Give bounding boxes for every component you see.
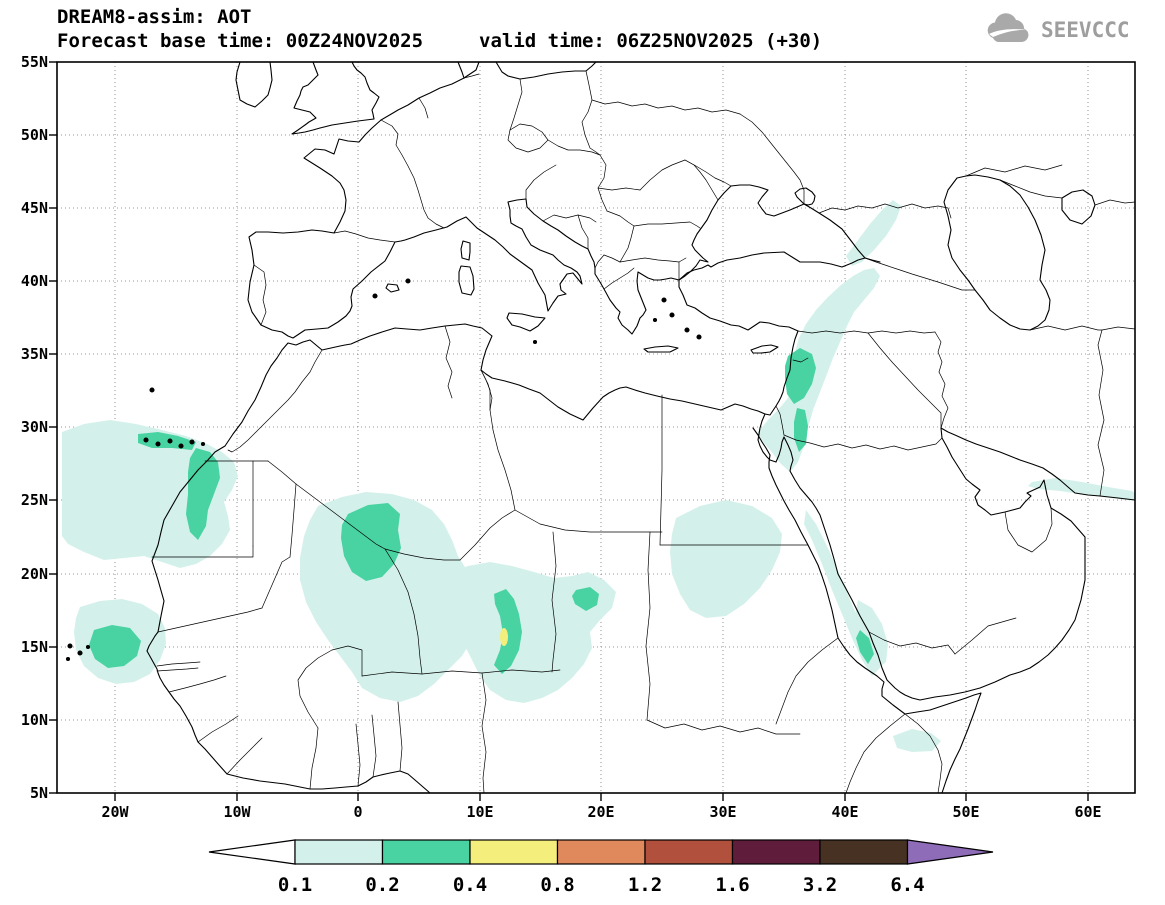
- lat-tick-label: 45N: [21, 199, 48, 217]
- cloud-icon: [987, 13, 1029, 42]
- lon-tick-label: 40E: [831, 803, 858, 821]
- lon-tick-label: 50E: [952, 803, 979, 821]
- valid-time: valid time: 06Z25NOV2025 (+30): [479, 30, 823, 52]
- lon-tick-label: 20W: [101, 803, 129, 821]
- seevccc-logo: SEEVCCC: [983, 12, 1151, 48]
- lat-tick-label: 25N: [21, 491, 48, 509]
- lon-tick-label: 0: [353, 803, 362, 821]
- lat-axis: 55N 50N 45N 40N 35N 30N 25N 20N 15N 10N …: [21, 53, 48, 802]
- lat-tick-label: 55N: [21, 53, 48, 71]
- lon-tick-label: 30E: [709, 803, 736, 821]
- colorbar-segment: [731, 839, 821, 865]
- grid-lines: [57, 62, 1135, 793]
- colorbar-segment: [469, 839, 559, 865]
- map-frame: [56, 61, 1136, 794]
- colorbar-label: 0.8: [540, 874, 574, 896]
- forecast-map: 55N 50N 45N 40N 35N 30N 25N 20N 15N 10N …: [21, 53, 1136, 821]
- lon-tick-label: 60E: [1074, 803, 1101, 821]
- aot-shading-light: [62, 200, 1135, 752]
- lon-tick-label: 20E: [587, 803, 614, 821]
- colorbar-segment: [819, 839, 909, 865]
- lat-tick-label: 10N: [21, 711, 48, 729]
- colorbar-left-arrow: [208, 839, 296, 865]
- aot-shading-high: [500, 628, 508, 646]
- lat-tick-label: 5N: [30, 784, 48, 802]
- colorbar-label: 1.6: [715, 874, 749, 896]
- logo-text: SEEVCCC: [1041, 18, 1130, 42]
- lon-tick-label: 10E: [466, 803, 493, 821]
- lat-tick-label: 50N: [21, 126, 48, 144]
- aot-shading-mid: [89, 348, 874, 674]
- page-title: DREAM8-assim: AOT: [57, 6, 252, 28]
- logo-text-label: SEEVCCC: [1041, 18, 1130, 42]
- lon-axis: 20W 10W 0 10E 20E 30E 40E 50E 60E: [101, 803, 1101, 821]
- colorbar-label: 0.2: [365, 874, 399, 896]
- lat-tick-label: 30N: [21, 418, 48, 436]
- colorbar-segment: [644, 839, 734, 865]
- colorbar-segment: [381, 839, 471, 865]
- lat-tick-label: 40N: [21, 272, 48, 290]
- lat-tick-label: 20N: [21, 565, 48, 583]
- colorbar: 0.1 0.2 0.4 0.8 1.2 1.6 3.2 6.4: [208, 839, 994, 896]
- country-borders: [151, 70, 1136, 794]
- colorbar-segment: [294, 839, 384, 865]
- lat-tick-label: 35N: [21, 345, 48, 363]
- lon-tick-label: 10W: [223, 803, 251, 821]
- colorbar-right-arrow: [906, 839, 994, 865]
- colorbar-label: 0.4: [453, 874, 487, 896]
- lat-tick-label: 15N: [21, 638, 48, 656]
- colorbar-segment: [556, 839, 646, 865]
- colorbar-label: 0.1: [278, 874, 312, 896]
- coastlines: [65, 61, 1136, 794]
- forecast-base-time: Forecast base time: 00Z24NOV2025: [57, 30, 424, 52]
- colorbar-label: 6.4: [890, 874, 924, 896]
- colorbar-label: 3.2: [803, 874, 837, 896]
- colorbar-label: 1.2: [628, 874, 662, 896]
- axis-ticks: [49, 61, 1089, 801]
- page-subtitle: Forecast base time: 00Z24NOV2025 valid ti…: [57, 30, 822, 52]
